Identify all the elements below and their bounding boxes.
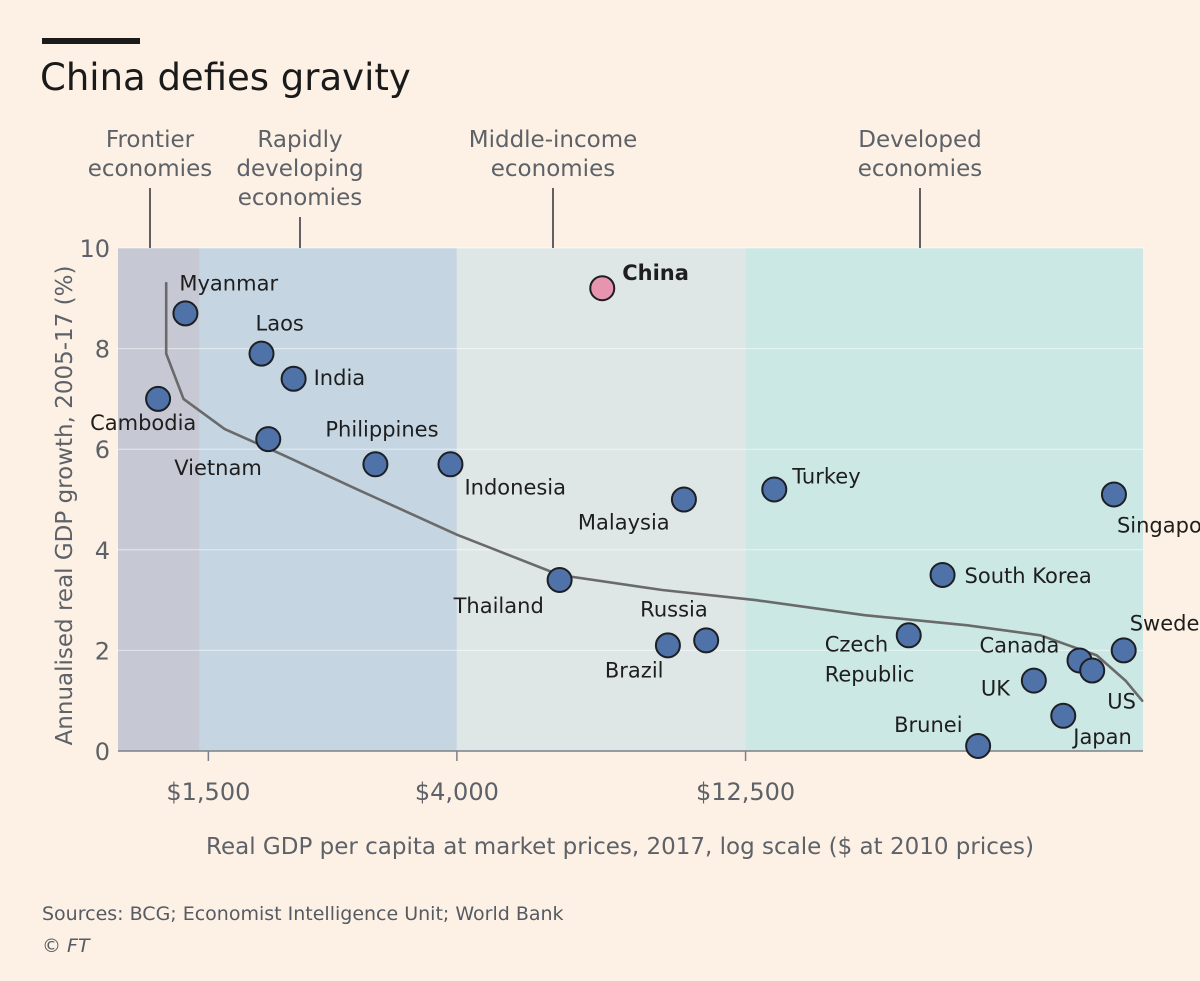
zone-labels: Frontier economies Rapidly developing econom… [88, 127, 982, 248]
zone-label-frontier-economies: Frontier economies [88, 127, 212, 182]
label-thailand: Thailand [453, 594, 544, 618]
label-vietnam: Vietnam [174, 456, 262, 480]
point-us [1079, 657, 1106, 684]
x-tick-1500: $1,500 [166, 778, 250, 806]
point-brazil [654, 632, 681, 659]
y-tick-8: 8 [95, 336, 110, 364]
point-philippines [362, 451, 389, 478]
point-czech-republic [895, 622, 922, 649]
point-malaysia [670, 486, 697, 513]
band-rapidly-developing-economies [199, 248, 457, 751]
x-tick-12500: $12,500 [696, 778, 795, 806]
source-note: Sources: BCG; Economist Intelligence Uni… [42, 903, 564, 925]
point-cambodia [145, 385, 172, 412]
band-frontier-economies [118, 248, 200, 751]
label-indonesia: Indonesia [464, 475, 566, 499]
label-us: US [1107, 690, 1136, 714]
point-russia [693, 627, 720, 654]
point-myanmar [172, 300, 199, 327]
label-brazil: Brazil [605, 658, 664, 682]
y-axis-title: Annualised real GDP growth, 2005-17 (%) [52, 266, 78, 746]
label-sweden: Sweden [1130, 611, 1200, 635]
label-south-korea: South Korea [965, 564, 1092, 588]
band-middle-income-economies [456, 248, 746, 751]
y-tick-0: 0 [95, 738, 110, 766]
label-india: India [314, 366, 366, 390]
x-tick-4000: $4,000 [415, 778, 499, 806]
label-china: China [622, 261, 689, 285]
label-russia: Russia [640, 597, 708, 621]
y-tick-6: 6 [95, 436, 110, 464]
label-brunei: Brunei [894, 713, 962, 737]
point-indonesia [437, 451, 464, 478]
label-canada: Canada [980, 633, 1060, 657]
y-tick-4: 4 [95, 537, 110, 565]
label-philippines: Philippines [325, 417, 438, 441]
label-turkey: Turkey [791, 464, 860, 488]
point-uk [1020, 667, 1047, 694]
point-japan [1050, 702, 1077, 729]
point-singapore [1100, 481, 1127, 508]
label-uk: UK [981, 677, 1011, 701]
point-vietnam [255, 426, 282, 453]
label-laos: Laos [256, 312, 304, 336]
x-axis-title: Real GDP per capita at market prices, 20… [206, 834, 1034, 860]
scatter-chart: Frontier economies Rapidly developing econom… [52, 127, 1200, 860]
point-labels: Myanmar Cambodia Laos India Vietnam Philippin… [90, 261, 1200, 749]
point-india [280, 365, 307, 392]
point-turkey [761, 476, 788, 503]
title-rule [42, 38, 140, 44]
zone-label-rapidly-developing-economies: Rapidly developing economies [236, 127, 363, 211]
y-tick-10: 10 [79, 235, 110, 263]
zone-label-developed-economies: Developed economies [858, 127, 982, 182]
point-thailand [546, 566, 573, 593]
label-singapore: Singapore [1117, 513, 1200, 537]
zone-label-middle-income-economies: Middle-income economies [469, 127, 638, 182]
point-sweden [1110, 637, 1137, 664]
copyright-credit: © FT [42, 935, 90, 957]
label-malaysia: Malaysia [578, 511, 670, 535]
point-china [589, 275, 616, 302]
chart-title: China defies gravity [40, 56, 411, 99]
label-myanmar: Myanmar [179, 271, 278, 295]
label-czech-republic: Czech Republic [825, 632, 915, 686]
data-points [145, 275, 1137, 759]
trendline [164, 281, 1144, 702]
x-axis: $1,500 $4,000 $12,500 Real GDP per capita a… [166, 751, 1034, 860]
point-brunei [965, 732, 992, 759]
label-cambodia: Cambodia [90, 411, 196, 435]
label-japan: Japan [1071, 725, 1132, 749]
trendline-group [164, 281, 1144, 702]
point-laos [248, 340, 275, 367]
y-tick-2: 2 [95, 637, 110, 665]
point-south-korea [929, 561, 956, 588]
economy-bands [118, 248, 1143, 751]
